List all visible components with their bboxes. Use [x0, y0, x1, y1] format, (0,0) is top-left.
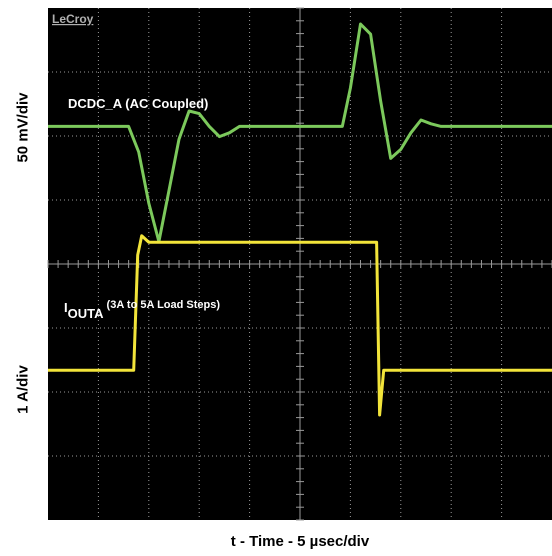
current-label-rest: (3A to 5A Load Steps)	[104, 299, 221, 311]
trace-voltage	[48, 22, 552, 244]
brand-logo: LeCroy	[52, 12, 94, 26]
x-axis-label: t - Time - 5 µsec/div	[230, 533, 370, 550]
current-label-main: I	[64, 300, 68, 315]
current-label-sub: OUTA	[68, 306, 104, 321]
traces	[48, 22, 552, 417]
trace-voltage-label: DCDC_A (AC Coupled)	[68, 96, 208, 111]
y-axis-label-top: 50 mV/div	[14, 92, 32, 163]
trace-current	[48, 234, 552, 417]
y-axis-label-bottom: 1 A/div	[14, 365, 32, 414]
trace-current-label: IOUTA (3A to 5A Load Steps)	[64, 299, 220, 321]
